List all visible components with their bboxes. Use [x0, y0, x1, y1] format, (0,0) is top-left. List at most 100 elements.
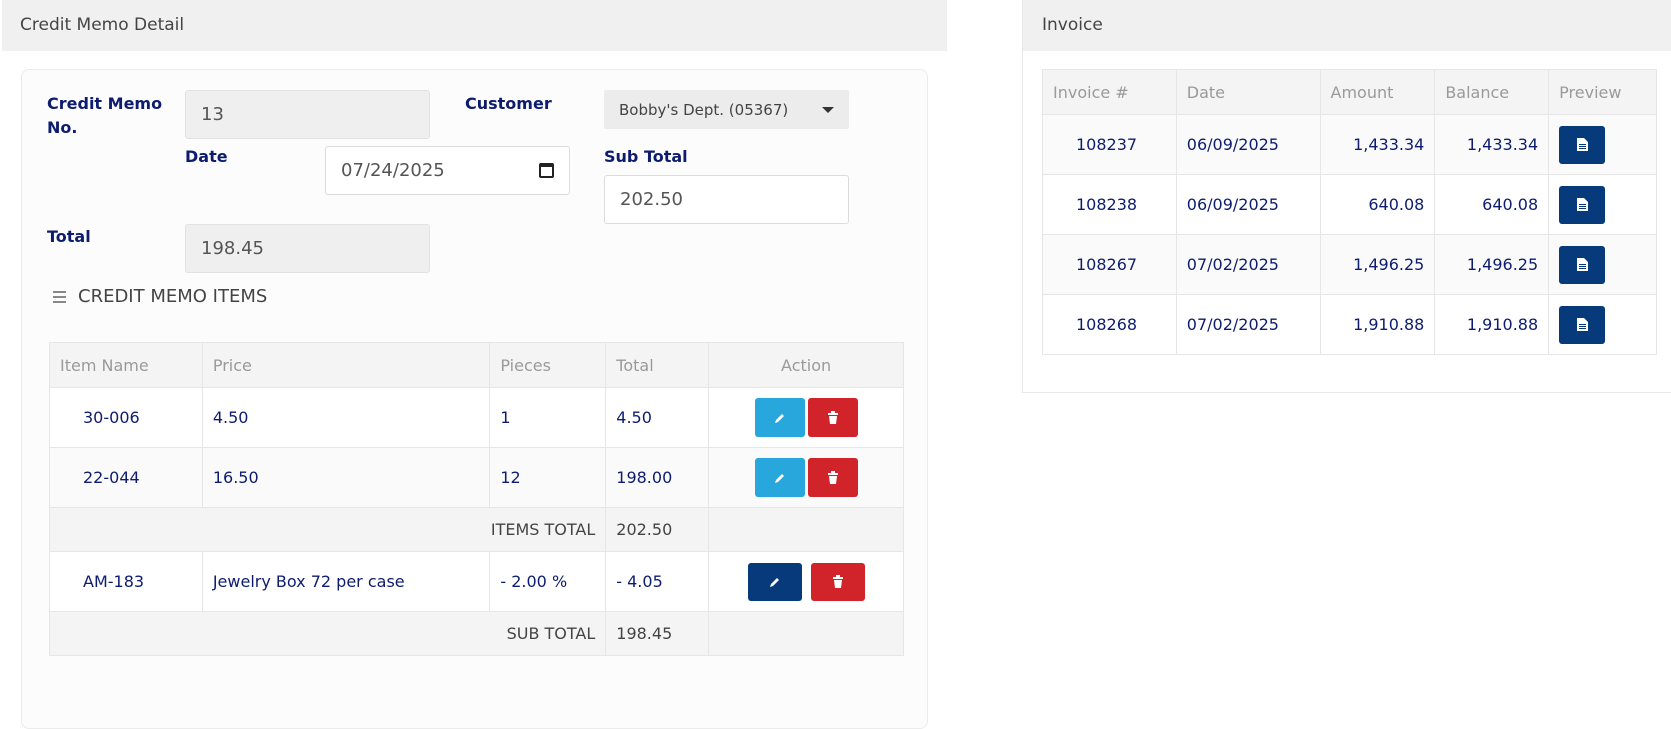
invoice-preview-cell [1548, 294, 1657, 355]
col-preview: Preview [1548, 69, 1657, 115]
pencil-icon [774, 473, 784, 483]
item-actions [708, 387, 904, 448]
trash-icon [832, 575, 843, 588]
trash-icon [827, 411, 838, 424]
invoice-date: 07/02/2025 [1175, 234, 1321, 295]
col-action: Action [708, 342, 904, 388]
table-row: 108238 06/09/2025 640.08 640.08 [1042, 174, 1657, 235]
total-label: Total [47, 227, 91, 246]
table-row: 30-006 4.50 1 4.50 [49, 387, 904, 448]
preview-button[interactable] [1559, 125, 1606, 164]
customer-select[interactable]: Bobby's Dept. (05367) [604, 90, 849, 129]
edit-button[interactable] [754, 458, 805, 497]
invoice-id: 108237 [1042, 114, 1177, 175]
invoice-balance: 1,496.25 [1434, 234, 1550, 295]
item-price: 16.50 [201, 447, 491, 508]
discount-row: AM-183 Jewelry Box 72 per case - 2.00 % … [49, 551, 904, 612]
document-icon [1576, 258, 1588, 271]
col-date: Date [1175, 69, 1321, 115]
invoice-table: Invoice # Date Amount Balance Preview 10… [1042, 69, 1657, 355]
item-name: 22-044 [49, 447, 203, 508]
table-row: 108268 07/02/2025 1,910.88 1,910.88 [1042, 294, 1657, 355]
invoice-balance: 1,433.34 [1434, 114, 1550, 175]
item-pieces: 12 [489, 447, 607, 508]
credit-memo-header: Credit Memo Detail [2, 0, 947, 51]
col-price: Price [201, 342, 491, 388]
invoice-id: 108238 [1042, 174, 1177, 235]
col-invoice-no: Invoice # [1042, 69, 1177, 115]
items-section-title: CREDIT MEMO ITEMS [53, 286, 267, 307]
items-total-label: ITEMS TOTAL [48, 507, 607, 552]
items-total-value: 202.50 [605, 507, 710, 552]
memo-no-label: Credit Memo No. [47, 94, 163, 137]
item-name: 30-006 [49, 387, 203, 448]
invoice-preview-cell [1548, 114, 1657, 175]
invoice-date: 07/02/2025 [1175, 294, 1321, 355]
delete-discount-button[interactable] [810, 562, 865, 601]
items-total-row: ITEMS TOTAL 202.50 [48, 507, 904, 552]
pencil-icon [774, 413, 784, 423]
hamburger-icon [53, 290, 66, 303]
credit-memo-items-table: Item Name Price Pieces Total Action 30-0… [48, 342, 904, 656]
discount-name: AM-183 [49, 551, 203, 612]
memo-no-field: 13 [185, 90, 430, 139]
invoice-amount: 1,910.88 [1319, 294, 1436, 355]
trash-icon [827, 471, 838, 484]
date-value: 07/24/2025 [341, 160, 445, 181]
customer-select-value: Bobby's Dept. (05367) [619, 100, 789, 119]
item-total: 198.00 [605, 447, 710, 508]
items-title-text: CREDIT MEMO ITEMS [78, 286, 268, 307]
invoice-amount: 640.08 [1319, 174, 1436, 235]
invoice-amount: 1,433.34 [1319, 114, 1436, 175]
empty-cell [708, 611, 904, 656]
discount-percent: - 2.00 % [489, 551, 607, 612]
table-row: 22-044 16.50 12 198.00 [49, 447, 904, 508]
delete-button[interactable] [807, 458, 858, 497]
document-icon [1576, 198, 1588, 211]
sub-total-label: SUB TOTAL [48, 611, 607, 656]
date-input[interactable]: 07/24/2025 [325, 146, 570, 195]
invoice-balance: 640.08 [1434, 174, 1550, 235]
discount-total: - 4.05 [605, 551, 710, 612]
invoice-id: 108267 [1042, 234, 1177, 295]
invoice-panel: Invoice Invoice # Date Amount Balance Pr… [1022, 0, 1671, 393]
discount-actions [708, 551, 904, 612]
preview-button[interactable] [1559, 305, 1606, 344]
col-amount: Amount [1319, 69, 1436, 115]
edit-button[interactable] [754, 398, 805, 437]
discount-description: Jewelry Box 72 per case [201, 551, 491, 612]
col-balance: Balance [1434, 69, 1550, 115]
subtotal-label: Sub Total [604, 147, 688, 166]
invoice-preview-cell [1548, 234, 1657, 295]
invoice-header: Invoice [1023, 0, 1671, 51]
calendar-icon[interactable] [539, 163, 554, 178]
preview-button[interactable] [1559, 245, 1606, 284]
item-price: 4.50 [201, 387, 491, 448]
pencil-icon [769, 577, 779, 587]
total-field: 198.45 [185, 224, 430, 273]
item-total: 4.50 [605, 387, 710, 448]
edit-discount-button[interactable] [747, 562, 802, 601]
invoice-date: 06/09/2025 [1175, 174, 1321, 235]
item-actions [708, 447, 904, 508]
table-row: 108237 06/09/2025 1,433.34 1,433.34 [1042, 114, 1657, 175]
document-icon [1576, 318, 1588, 331]
col-total: Total [605, 342, 710, 388]
credit-memo-panel: Credit Memo Detail Credit Memo No. 13 Cu… [2, 0, 947, 729]
col-pieces: Pieces [489, 342, 607, 388]
item-pieces: 1 [489, 387, 607, 448]
customer-label: Customer [465, 94, 552, 113]
invoice-date: 06/09/2025 [1175, 114, 1321, 175]
delete-button[interactable] [807, 398, 858, 437]
invoice-preview-cell [1548, 174, 1657, 235]
subtotal-field[interactable]: 202.50 [604, 175, 849, 224]
table-row: 108267 07/02/2025 1,496.25 1,496.25 [1042, 234, 1657, 295]
caret-down-icon [822, 106, 834, 113]
invoice-id: 108268 [1042, 294, 1177, 355]
sub-total-value: 198.45 [605, 611, 710, 656]
invoice-amount: 1,496.25 [1319, 234, 1436, 295]
col-item-name: Item Name [49, 342, 203, 388]
preview-button[interactable] [1559, 185, 1606, 224]
date-label: Date [185, 147, 228, 166]
document-icon [1576, 138, 1588, 151]
